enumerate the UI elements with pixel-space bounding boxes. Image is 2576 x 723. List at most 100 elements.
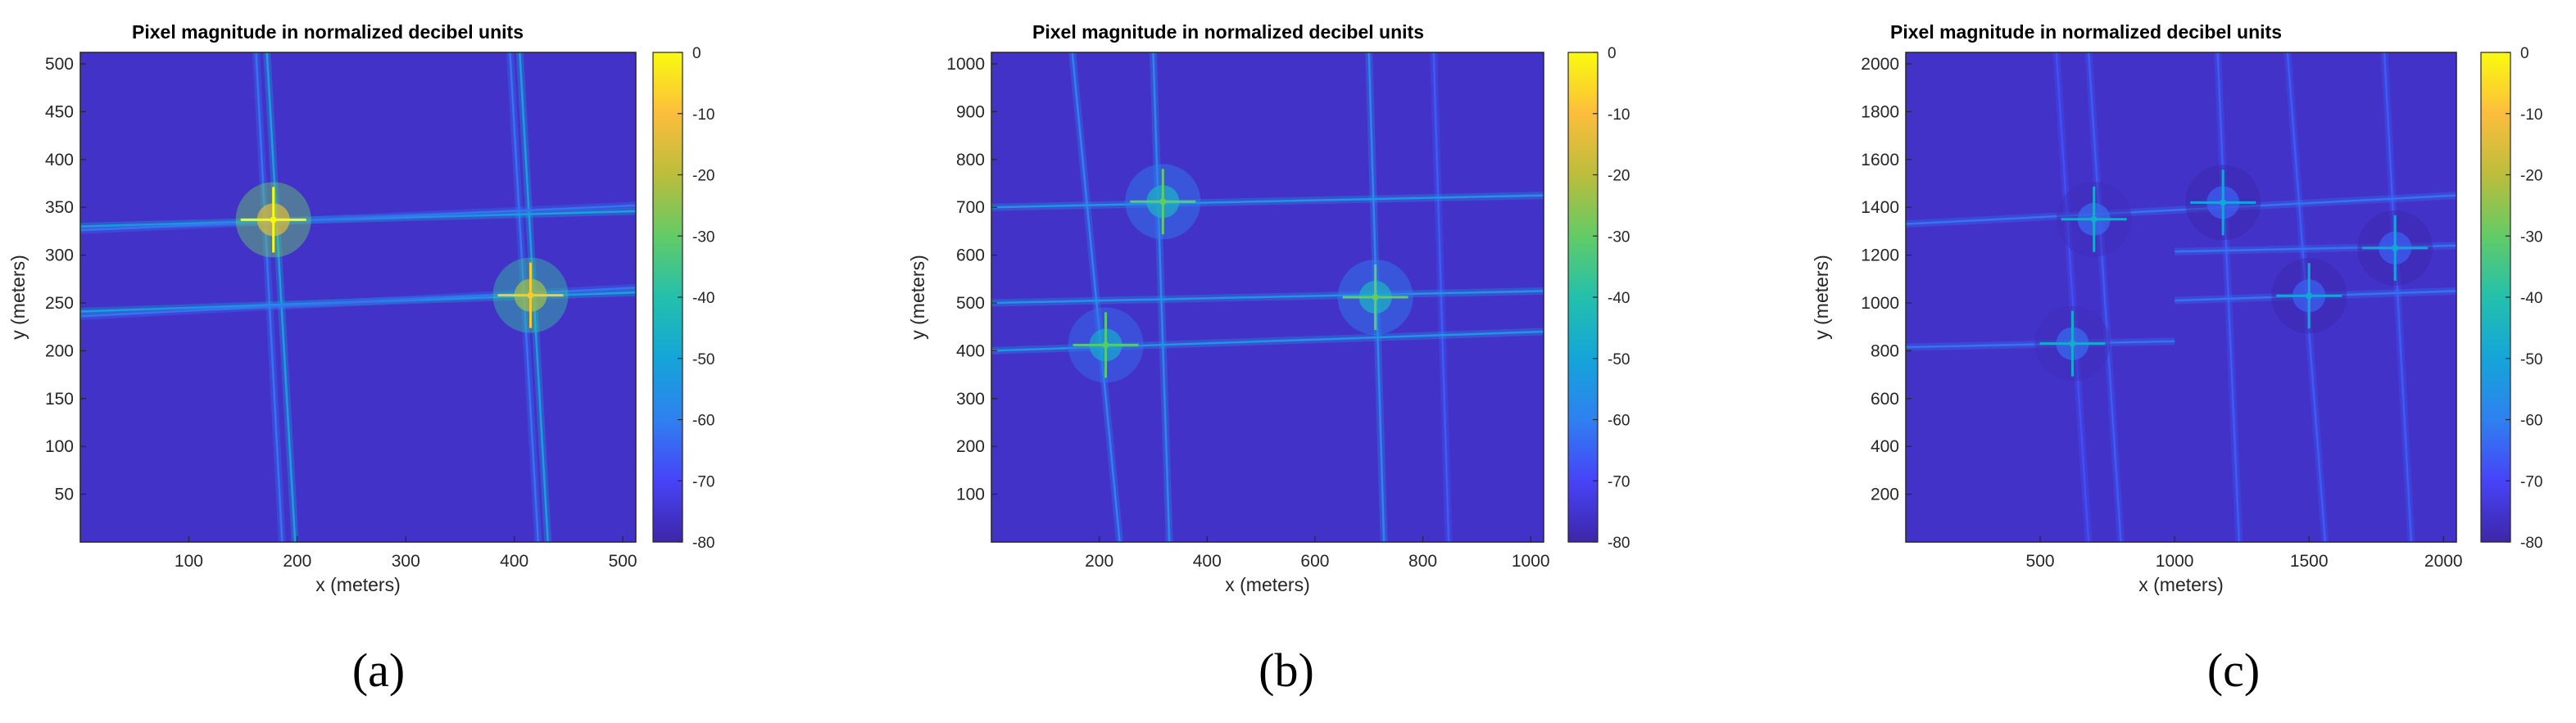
y-tick-label: 200 xyxy=(956,437,985,456)
x-tick-label: 500 xyxy=(2026,552,2055,571)
y-axis-label: y (meters) xyxy=(7,255,29,340)
colorbar-tick-label: -30 xyxy=(2520,228,2542,246)
colorbar-tick-label: -40 xyxy=(2520,290,2542,307)
colorbar-tick-label: -50 xyxy=(2520,351,2542,368)
colorbar-tick-label: -70 xyxy=(2520,473,2542,490)
y-tick-label: 1000 xyxy=(1861,294,1899,313)
streak-vertical xyxy=(2383,52,2413,542)
colorbar-tick-label: -10 xyxy=(692,106,714,124)
streak-vertical xyxy=(2087,52,2122,542)
y-axis-label: y (meters) xyxy=(1811,255,1832,340)
heatmap-content xyxy=(80,52,636,542)
x-axis-label: x (meters) xyxy=(2138,574,2224,595)
chart-title: Pixel magnitude in normalized decibel un… xyxy=(132,21,524,43)
target-point xyxy=(1372,294,1379,300)
colorbar-tick-label: -10 xyxy=(1608,106,1630,124)
colorbar-tick-label: -50 xyxy=(692,351,714,368)
colorbar-tick-label: -60 xyxy=(692,413,714,430)
y-tick-label: 1400 xyxy=(1861,198,1899,217)
colorbar-tick-label: -20 xyxy=(1608,168,1630,185)
x-tick-label: 500 xyxy=(609,552,637,571)
target-point xyxy=(1102,341,1109,349)
y-axis-label: y (meters) xyxy=(907,255,928,340)
colorbar-tick-label: -70 xyxy=(1608,473,1630,490)
caption-c: (c) xyxy=(2206,644,2261,697)
y-tick-label: 150 xyxy=(45,390,74,409)
y-tick-label: 350 xyxy=(45,198,74,217)
x-tick-label: 800 xyxy=(1408,552,1437,571)
heatmap-content xyxy=(1906,52,2456,542)
chart-a: Pixel magnitude in normalized decibel un… xyxy=(7,21,714,595)
y-tick-label: 700 xyxy=(956,198,985,217)
target-point xyxy=(527,291,534,299)
y-tick-label: 400 xyxy=(45,151,74,169)
colorbar-tick-label: -30 xyxy=(1608,228,1630,246)
x-tick-label: 200 xyxy=(1085,552,1113,571)
colorbar-tick-label: -70 xyxy=(692,473,714,490)
streak-vertical xyxy=(255,52,283,542)
chart-title: Pixel magnitude in normalized decibel un… xyxy=(1032,21,1424,43)
x-axis-label: x (meters) xyxy=(1225,574,1310,595)
chart-c: Pixel magnitude in normalized decibel un… xyxy=(1811,21,2542,595)
heatmap-background xyxy=(1906,52,2456,542)
colorbar-tick-label: -80 xyxy=(692,535,714,552)
streak-vertical xyxy=(1152,52,1171,542)
x-tick-label: 600 xyxy=(1300,552,1329,571)
streak-vertical xyxy=(2055,52,2090,542)
y-tick-label: 1800 xyxy=(1861,102,1899,121)
y-tick-label: 600 xyxy=(1871,390,1899,409)
streak-vertical xyxy=(1071,52,1121,542)
colorbar-tick-label: -50 xyxy=(1608,351,1630,368)
streak-vertical xyxy=(1432,52,1450,542)
panel-c: Pixel magnitude in normalized decibel un… xyxy=(1717,0,2576,723)
target-point xyxy=(2220,199,2227,206)
colorbar-tick-label: -30 xyxy=(692,228,714,246)
y-tick-label: 800 xyxy=(1871,341,1899,360)
panel-b: Pixel magnitude in normalized decibel un… xyxy=(859,0,1717,723)
y-tick-label: 900 xyxy=(956,102,985,121)
caption-a: (a) xyxy=(351,644,406,697)
x-tick-label: 1000 xyxy=(2156,552,2194,571)
colorbar-tick-label: -20 xyxy=(692,168,714,185)
y-tick-label: 100 xyxy=(45,437,74,456)
x-tick-label: 200 xyxy=(283,552,311,571)
y-tick-label: 400 xyxy=(1871,437,1899,456)
axes-frame xyxy=(991,52,1544,543)
y-tick-label: 1000 xyxy=(946,55,985,74)
x-axis-label: x (meters) xyxy=(315,574,401,595)
colorbar-tick-label: 0 xyxy=(2520,45,2529,62)
chart-title: Pixel magnitude in normalized decibel un… xyxy=(1890,21,2282,43)
y-tick-label: 400 xyxy=(956,341,985,360)
x-tick-label: 1500 xyxy=(2290,552,2329,571)
x-tick-label: 300 xyxy=(392,552,420,571)
colorbar-tick-label: -40 xyxy=(1608,290,1630,307)
y-tick-label: 200 xyxy=(1871,486,1899,504)
colorbar-tick-label: 0 xyxy=(1608,45,1617,62)
colorbar-tick-label: -10 xyxy=(2520,106,2542,124)
colorbar-tick-label: -60 xyxy=(1608,413,1630,430)
axes-frame xyxy=(1905,52,2457,543)
target-point xyxy=(2392,244,2399,251)
streak-vertical xyxy=(265,52,297,542)
colorbar-tick-label: 0 xyxy=(692,45,701,62)
chart-b: Pixel magnitude in normalized decibel un… xyxy=(907,21,1630,595)
y-tick-label: 300 xyxy=(956,390,985,409)
streak-horizontal xyxy=(1906,194,2456,225)
y-tick-label: 50 xyxy=(55,486,74,504)
y-tick-label: 450 xyxy=(45,102,74,121)
colorbar-tick-label: -20 xyxy=(2520,168,2542,185)
colorbar-tick-label: -40 xyxy=(692,290,714,307)
target-point xyxy=(2069,340,2076,347)
y-tick-label: 1600 xyxy=(1861,151,1899,169)
y-tick-label: 250 xyxy=(45,294,74,313)
colorbar-tick-label: -80 xyxy=(1608,535,1630,552)
y-tick-label: 200 xyxy=(45,341,74,360)
streak-horizontal xyxy=(80,204,636,232)
x-tick-label: 1000 xyxy=(1512,552,1550,571)
streak-horizontal xyxy=(991,194,1544,209)
y-tick-label: 100 xyxy=(956,486,985,504)
x-tick-label: 100 xyxy=(175,552,203,571)
y-tick-label: 500 xyxy=(956,294,985,313)
target-point xyxy=(2306,292,2313,300)
y-tick-label: 300 xyxy=(45,246,74,265)
